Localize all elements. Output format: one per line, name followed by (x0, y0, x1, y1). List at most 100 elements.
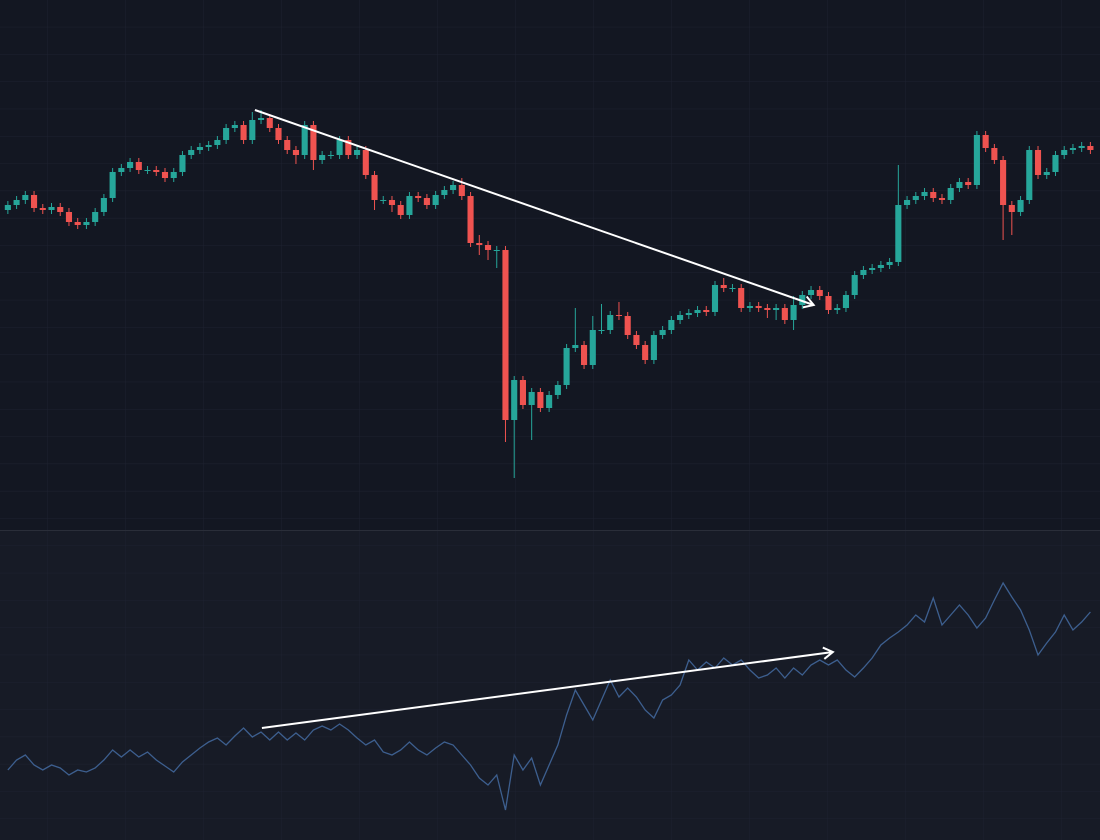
candle-body (432, 195, 439, 205)
candle-body (1000, 160, 1007, 205)
candle-body (39, 208, 46, 210)
candle-body (703, 310, 710, 312)
candle-body (362, 150, 369, 175)
candle-body (511, 380, 518, 420)
candle-body (458, 185, 465, 196)
candle-body (773, 308, 780, 310)
candle-body (1026, 150, 1033, 200)
candle-body (275, 128, 282, 140)
candle-body (633, 335, 640, 345)
candle-body (546, 395, 553, 408)
candle-body (869, 268, 876, 270)
candle-body (188, 150, 195, 155)
candle-body (388, 200, 396, 205)
candle-body (109, 172, 116, 198)
candle-body (842, 295, 850, 308)
candle-body (764, 308, 771, 310)
indicator-grid (0, 531, 1100, 840)
candle-body (938, 198, 946, 200)
candle-body (1017, 200, 1024, 212)
candle-body (179, 155, 186, 172)
candle-body (319, 155, 326, 160)
candle-body (83, 222, 90, 225)
candle-body (48, 207, 55, 210)
candle-body (921, 192, 928, 196)
candle-body (65, 212, 73, 222)
candle-body (292, 150, 300, 155)
candle-body (345, 140, 352, 155)
trend-line (261, 651, 833, 729)
candle-body (1078, 146, 1085, 148)
candle-body (92, 212, 99, 222)
candle-body (589, 330, 596, 365)
candle-body (74, 222, 81, 225)
candle-body (415, 196, 422, 198)
candle-body (685, 313, 692, 315)
candle-body (223, 128, 230, 140)
candle-body (860, 270, 867, 275)
candle-body (170, 172, 177, 178)
arrow-head (802, 295, 816, 309)
candle-body (528, 392, 535, 405)
candle-body (144, 170, 151, 171)
candle-body (205, 145, 212, 147)
candle-body (519, 380, 526, 405)
candle-body (554, 385, 561, 395)
candle-body (572, 345, 579, 348)
candle-body (196, 147, 203, 150)
candle-body (965, 182, 972, 185)
candle-body (397, 205, 404, 215)
candle-body (991, 148, 998, 160)
candle-body (947, 188, 954, 200)
candle-body (284, 140, 291, 150)
candle-body (153, 170, 160, 172)
candle-body (100, 198, 107, 212)
candle-body (1052, 155, 1059, 172)
candle-body (127, 162, 134, 168)
candle-body (327, 155, 334, 156)
candle-body (895, 205, 902, 262)
candle-body (441, 190, 448, 195)
candle-body (659, 330, 666, 335)
trend-line (254, 109, 814, 306)
candle-body (807, 290, 815, 295)
candle-body (13, 200, 20, 205)
candle-body (738, 288, 745, 308)
candle-body (956, 182, 963, 188)
candle-body (231, 125, 238, 128)
candle-body (301, 125, 308, 155)
indicator-line (7, 581, 1091, 811)
candle-body (982, 135, 989, 148)
candle-body (450, 185, 457, 190)
candle-body (214, 140, 221, 145)
candle-body (537, 392, 544, 408)
candle-body (118, 168, 125, 172)
candle-body (467, 196, 474, 243)
candle-body (484, 245, 492, 250)
candle-body (746, 306, 753, 308)
candle-body (266, 118, 273, 128)
candle-body (1069, 148, 1076, 150)
candle-body (755, 306, 762, 308)
candle-body (729, 288, 736, 289)
candle-body (711, 285, 719, 312)
candle-body (371, 175, 378, 200)
candle-body (877, 265, 884, 268)
price-grid (0, 0, 1100, 530)
candle-body (354, 150, 361, 155)
candle-body (310, 125, 317, 160)
candle-body (476, 243, 483, 245)
candle-body (161, 172, 169, 178)
candle-body (1008, 205, 1015, 212)
candle-body (677, 315, 684, 320)
candle-body (1043, 172, 1050, 175)
candle-body (580, 345, 588, 365)
candle-body (257, 118, 265, 120)
candle-body (380, 200, 387, 201)
candle-body (825, 296, 832, 310)
candle-body (851, 275, 858, 295)
candle-body (57, 207, 64, 212)
candle-body (502, 250, 509, 420)
candle-body (4, 205, 11, 210)
